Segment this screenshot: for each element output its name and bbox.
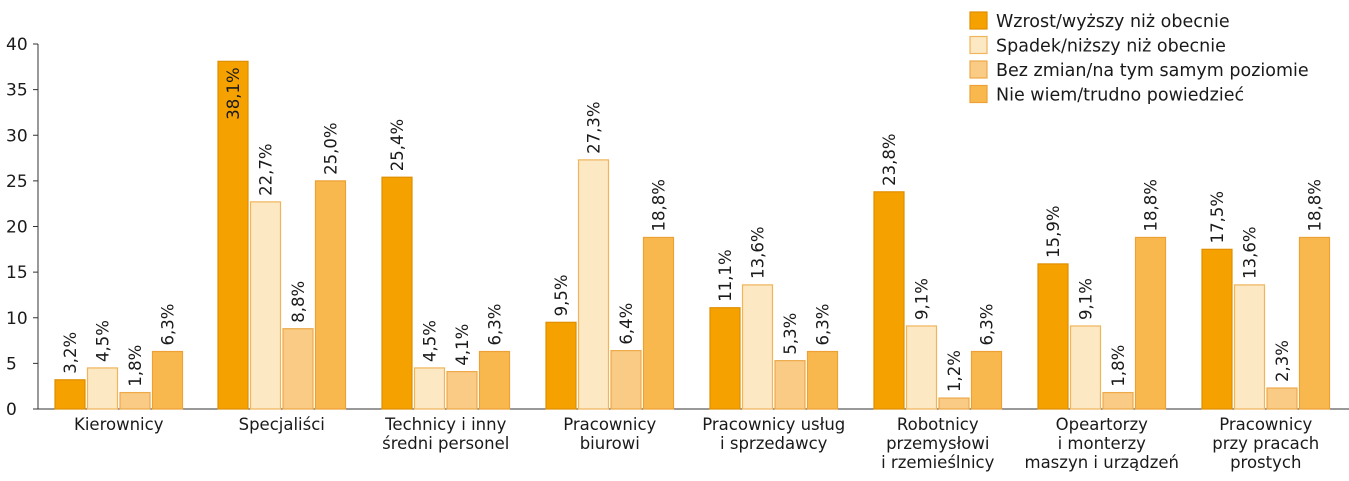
category-label: przemysłowi <box>886 434 989 453</box>
bar <box>151 350 184 410</box>
y-tick-label: 15 <box>6 263 28 283</box>
category-label: Opeartorzy <box>1056 415 1149 434</box>
data-label: 3,2% <box>61 332 80 374</box>
data-label: 4,5% <box>421 320 440 362</box>
category-label: Pracownicy usług <box>702 415 845 434</box>
data-label: 6,4% <box>617 303 636 345</box>
data-label: 17,5% <box>1208 191 1227 243</box>
bar <box>642 236 675 410</box>
category-label: i rzemieślnicy <box>881 453 995 472</box>
bar <box>741 284 774 410</box>
bar <box>806 350 839 410</box>
bar <box>545 321 577 410</box>
category-label: prostych <box>1230 453 1301 472</box>
category-label: biurowi <box>580 434 640 453</box>
data-label: 25,4% <box>388 119 407 171</box>
category-label: Pracownicy <box>1219 415 1312 434</box>
bar <box>873 191 905 410</box>
y-tick-label: 35 <box>6 81 28 101</box>
bar <box>1037 263 1069 410</box>
data-label: 18,8% <box>650 179 669 231</box>
data-label: 27,3% <box>585 101 604 153</box>
data-label: 18,8% <box>1142 179 1161 231</box>
data-label: 23,8% <box>880 133 899 185</box>
bar <box>119 391 151 410</box>
category-label: Kierownicy <box>74 415 164 434</box>
legend-swatch <box>969 35 988 55</box>
data-label: 4,1% <box>453 324 472 366</box>
category-label: średni personel <box>382 434 509 453</box>
bar <box>249 201 282 410</box>
legend-label: Bez zmian/na tym samym poziomie <box>996 61 1309 81</box>
data-label: 9,5% <box>552 274 571 316</box>
category-label: i sprzedawcy <box>720 434 828 453</box>
bar <box>709 307 741 410</box>
data-label: 2,3% <box>1273 340 1292 382</box>
bar <box>1298 236 1331 410</box>
data-label: 5,3% <box>781 313 800 355</box>
data-label: 6,3% <box>814 304 833 346</box>
y-tick-label: 20 <box>6 218 28 238</box>
data-label: 1,8% <box>1109 345 1128 387</box>
data-label: 11,1% <box>716 249 735 301</box>
bar <box>54 379 86 410</box>
data-label: 15,9% <box>1044 205 1063 257</box>
data-label: 38,1% <box>224 67 243 119</box>
data-label: 22,7% <box>257 143 276 195</box>
bar <box>413 367 446 410</box>
data-label: 6,3% <box>486 304 505 346</box>
bar <box>282 328 314 410</box>
bar <box>970 350 1003 410</box>
category-label: Robotnicy <box>897 415 979 434</box>
y-tick-label: 5 <box>6 354 17 374</box>
y-tick-label: 0 <box>6 400 17 420</box>
bar <box>217 60 249 410</box>
category-label: Pracownicy <box>563 415 656 434</box>
data-label: 18,8% <box>1306 179 1325 231</box>
bar <box>1069 325 1102 410</box>
y-tick-label: 25 <box>6 172 28 192</box>
category-label: Technicy i inny <box>384 415 506 434</box>
category-label: maszyn i urządzeń <box>1025 453 1180 472</box>
category-label: i monterzy <box>1058 434 1147 453</box>
legend-label: Spadek/niższy niż obecnie <box>996 37 1226 57</box>
bar <box>1233 284 1266 410</box>
bar <box>446 370 478 410</box>
data-label: 6,3% <box>159 304 178 346</box>
bar <box>774 360 806 410</box>
y-tick-label: 30 <box>6 126 28 146</box>
bar <box>1134 236 1167 410</box>
bar <box>1102 391 1134 410</box>
bar <box>938 397 970 410</box>
legend-swatch <box>969 11 988 30</box>
bar <box>381 176 413 410</box>
data-label: 9,1% <box>913 278 932 320</box>
bar <box>905 325 938 410</box>
bar <box>314 180 347 410</box>
bar <box>610 350 642 410</box>
bar <box>478 350 511 410</box>
bar <box>577 159 610 410</box>
legend-label: Nie wiem/trudno powiedzieć <box>996 86 1244 106</box>
data-label: 13,6% <box>1241 226 1260 278</box>
y-tick-label: 10 <box>6 309 28 329</box>
legend-swatch <box>969 84 988 104</box>
data-label: 4,5% <box>94 320 113 362</box>
data-label: 8,8% <box>289 281 308 323</box>
category-label: Specjaliści <box>239 415 325 434</box>
bar <box>1201 248 1233 410</box>
category-label: przy pracach <box>1212 434 1319 453</box>
data-label: 1,8% <box>126 345 145 387</box>
legend-swatch <box>969 60 988 79</box>
data-label: 6,3% <box>978 304 997 346</box>
bar <box>86 367 119 410</box>
data-label: 25,0% <box>322 122 341 174</box>
y-tick-label: 40 <box>6 35 28 55</box>
bar <box>1266 387 1298 410</box>
data-label: 1,2% <box>945 350 964 392</box>
data-label: 9,1% <box>1077 278 1096 320</box>
legend-label: Wzrost/wyższy niż obecnie <box>996 12 1230 32</box>
data-label: 13,6% <box>749 226 768 278</box>
